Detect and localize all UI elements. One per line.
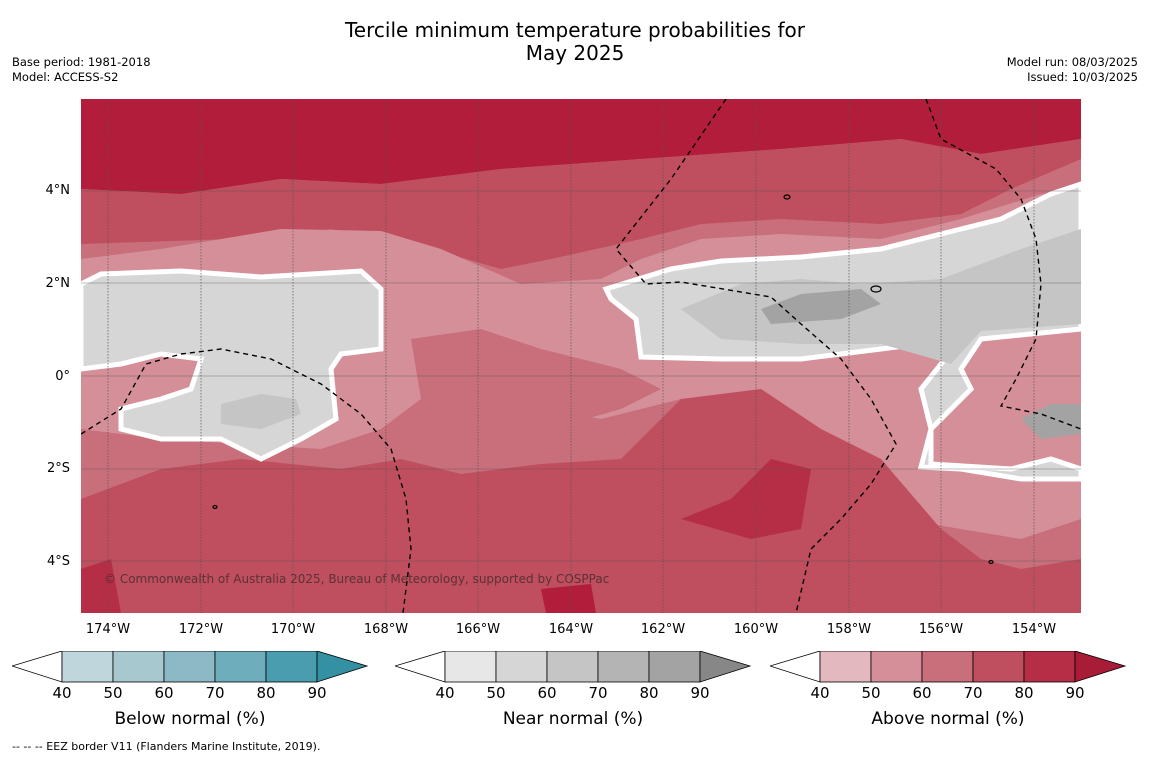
colorbar-segment [819,651,872,683]
region-above-70-south [81,389,1081,613]
lat-label-4s: 4°S [46,554,70,569]
model-text: Model: ACCESS-S2 [12,70,119,84]
region-above-60-central [411,329,661,429]
tick-label: 60 [912,684,932,702]
region-near-east-80 [761,289,881,324]
title-line-1: Tercile minimum temperature probabilitie… [344,18,806,42]
tick-label: 40 [810,684,830,702]
lon-label-162w: 162°W [640,622,686,637]
colorbar-title-near: Near normal (%) [502,709,644,729]
colorbar-segment [921,651,974,683]
probability-map [81,99,1081,613]
region-above-80-sw [81,559,121,613]
eez-border [81,99,1081,613]
map-title: Tercile minimum temperature probabilitie… [0,19,1150,65]
issued-text: Issued: 10/03/2025 [1027,70,1138,84]
lon-label-156w: 156°W [918,622,964,637]
colorbar-segment [648,651,701,683]
tick-label: 70 [588,684,608,702]
colorbar-below-normal [12,651,369,683]
colorbar-segment [870,651,923,683]
colorbar-end-arrow [1074,651,1127,683]
lon-label-168w: 168°W [363,622,409,637]
tick-label: 90 [690,684,710,702]
tick-label: 60 [154,684,174,702]
colorbar-end-arrow [316,651,369,683]
tick-label: 90 [307,684,327,702]
lon-label-166w: 166°W [455,622,501,637]
colorbar-near-normal [395,651,752,683]
region-above-90-south [541,584,596,613]
lon-label-160w: 160°W [733,622,779,637]
graticule [81,99,1081,613]
region-above-80-south [681,459,811,539]
tick-label: 80 [639,684,659,702]
colorbar-segment [214,651,267,683]
colorbar-segment [972,651,1025,683]
region-near-east-60 [681,229,1081,364]
region-near-west [81,268,384,462]
tick-label: 40 [52,684,72,702]
lat-label-0: 0° [55,369,70,384]
tick-label: 70 [205,684,225,702]
copyright-notice: © Commonwealth of Australia 2025, Bureau… [104,572,610,586]
tick-label: 70 [963,684,983,702]
colorbar-segment [1023,651,1076,683]
model-run-text: Model run: 08/03/2025 [1006,55,1138,69]
title-line-2: May 2025 [525,41,625,65]
meta-right: Model run: 08/03/2025 Issued: 10/03/2025 [1007,55,1138,85]
colorbar-segment [112,651,165,683]
tick-label: 60 [537,684,557,702]
region-near-west-60 [221,394,301,429]
lon-label-172w: 172°W [178,622,224,637]
lon-label-158w: 158°W [826,622,872,637]
lon-label-174w: 174°W [85,622,131,637]
colorbar-segment [597,651,650,683]
lon-label-170w: 170°W [270,622,316,637]
lat-label-2n: 2°N [45,276,71,291]
colorbar-segment [495,651,548,683]
colorbar-segment [546,651,599,683]
tick-label: 50 [103,684,123,702]
colorbar-title-above: Above normal (%) [871,709,1025,729]
region-above-80-north [81,99,1081,194]
tick-label: 80 [256,684,276,702]
tick-label: 90 [1065,684,1085,702]
map-svg [81,99,1081,613]
region-above-70-north [81,139,1081,269]
colorbar-segment [163,651,216,683]
tick-label: 40 [435,684,455,702]
base-period-text: Base period: 1981-2018 [12,55,151,69]
lat-label-2s: 2°S [46,461,70,476]
meta-left: Base period: 1981-2018 Model: ACCESS-S2 [12,55,151,85]
lat-label-4n: 4°N [45,183,71,198]
lon-label-164w: 164°W [548,622,594,637]
colorbar-end-arrow [699,651,752,683]
colorbar-title-below: Below normal (%) [114,709,266,729]
colorbar-segment [444,651,497,683]
tick-label: 80 [1014,684,1034,702]
colorbar-segment [265,651,318,683]
colorbar-segment [61,651,114,683]
eez-footnote: -- -- -- EEZ border V11 (Flanders Marine… [12,740,321,753]
tick-label: 50 [861,684,881,702]
tick-label: 50 [486,684,506,702]
islands [212,194,994,565]
colorbar-above-normal [770,651,1127,683]
lon-label-154w: 154°W [1011,622,1057,637]
